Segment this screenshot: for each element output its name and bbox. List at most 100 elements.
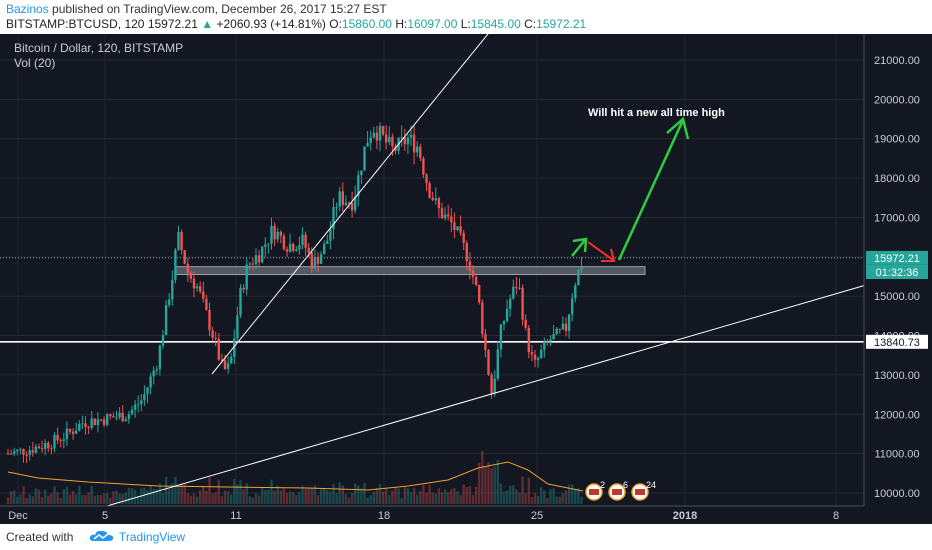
volume-bar	[347, 497, 351, 504]
candles	[6, 122, 583, 464]
candle-body	[90, 418, 93, 428]
chart-title: Bitcoin / Dollar, 120, BITSTAMP	[14, 41, 183, 55]
volume-bar	[220, 496, 224, 504]
candle-body	[440, 208, 444, 219]
candle-body	[78, 423, 81, 431]
candle-body	[366, 143, 369, 147]
created-with-text: Created with	[6, 530, 74, 544]
volume-bar	[496, 459, 499, 504]
candle-body	[552, 334, 555, 340]
volume-bar	[137, 495, 140, 504]
candle-body	[509, 298, 512, 309]
event-badges[interactable]: 2 6 24	[585, 480, 656, 501]
candle-body	[447, 214, 450, 217]
time-axis[interactable]	[0, 506, 932, 524]
candle-body	[329, 228, 332, 241]
volume-bar	[205, 490, 208, 504]
volume-bar	[130, 488, 134, 504]
candle-body	[481, 302, 484, 334]
annotation-text[interactable]: Will hit a new all time high	[588, 107, 725, 119]
volume-bar	[211, 493, 214, 504]
candle-body	[124, 419, 127, 422]
volume-bar	[484, 466, 487, 504]
candle-body	[450, 216, 453, 223]
candle-body	[6, 453, 10, 455]
volume-bar	[416, 494, 419, 504]
candle-body	[109, 414, 112, 417]
volume-bar	[195, 496, 199, 504]
volume-bar	[323, 488, 326, 504]
volume-bar	[106, 493, 109, 504]
trendline-steep[interactable]	[211, 34, 492, 375]
last-price-tag: 15972.21 01:32:36	[866, 250, 928, 279]
candle-body	[261, 246, 264, 263]
candle-body	[102, 419, 106, 425]
volume-legend: Vol (20)	[14, 56, 55, 70]
candle-body	[152, 370, 155, 377]
candle-body	[574, 285, 577, 299]
volume-bar	[530, 497, 534, 504]
candle-body	[462, 232, 465, 243]
volume-bar	[270, 479, 273, 504]
volume-bar	[174, 476, 177, 504]
candle-body	[354, 196, 357, 211]
candle-body	[143, 394, 146, 401]
green-arrow-large[interactable]	[617, 116, 690, 261]
volume-bar	[341, 485, 344, 504]
close-value: 15972.21	[536, 17, 587, 31]
candle-body	[65, 428, 69, 440]
candle-body	[512, 286, 515, 299]
tradingview-link[interactable]: TradingView	[119, 530, 186, 544]
price-tick-label: 15000.00	[874, 291, 920, 303]
event-badge-count: 2	[600, 480, 605, 490]
candle-body	[53, 434, 56, 449]
time-tick-label: 8	[833, 510, 839, 522]
candle-body	[168, 299, 171, 306]
volume-bar	[112, 491, 115, 504]
candle-body	[425, 174, 428, 184]
candle-body	[549, 339, 552, 342]
candle-body	[515, 286, 518, 288]
author-link[interactable]: Bazinos	[6, 2, 49, 16]
candle-body	[202, 291, 205, 299]
volume-bar	[515, 489, 518, 504]
price-chart[interactable]: Bitcoin / Dollar, 120, BITSTAMP Vol (20)…	[0, 34, 932, 524]
volume-bar	[99, 495, 103, 504]
volume-bar	[502, 491, 506, 504]
volume-bar	[267, 489, 270, 504]
volume-bar	[22, 486, 25, 504]
candle-body	[378, 126, 382, 141]
trendline-support[interactable]	[99, 284, 867, 509]
candle-body	[499, 324, 503, 350]
volume-bar	[202, 485, 205, 504]
volume-bar	[115, 490, 118, 504]
candle-body	[171, 279, 174, 300]
volume-bar	[316, 494, 320, 504]
volume-bar	[490, 468, 493, 504]
candle-body	[360, 170, 363, 176]
red-arrow[interactable]	[587, 241, 616, 262]
green-arrow-small[interactable]	[571, 237, 588, 257]
open-label: O:	[329, 17, 342, 31]
volume-bar	[102, 493, 106, 504]
volume-bar	[564, 490, 568, 504]
candle-body	[44, 442, 47, 449]
volume-bar	[524, 493, 527, 504]
candle-body	[533, 354, 537, 360]
volume-bar	[307, 488, 310, 504]
candle-body	[369, 137, 372, 144]
candle-body	[279, 231, 282, 236]
volume-bar	[536, 495, 540, 504]
candle-body	[357, 175, 360, 197]
candle-body	[388, 137, 391, 143]
price-tick-label: 19000.00	[874, 134, 920, 146]
volume-bar	[149, 485, 152, 504]
volume-bar	[381, 491, 385, 504]
volume-bar	[468, 485, 472, 504]
volume-bar	[236, 484, 239, 504]
volume-bar	[363, 482, 366, 504]
candle-body	[341, 191, 344, 206]
candle-body	[242, 287, 245, 290]
time-tick-label: 11	[230, 510, 241, 522]
candle-body	[251, 263, 255, 265]
